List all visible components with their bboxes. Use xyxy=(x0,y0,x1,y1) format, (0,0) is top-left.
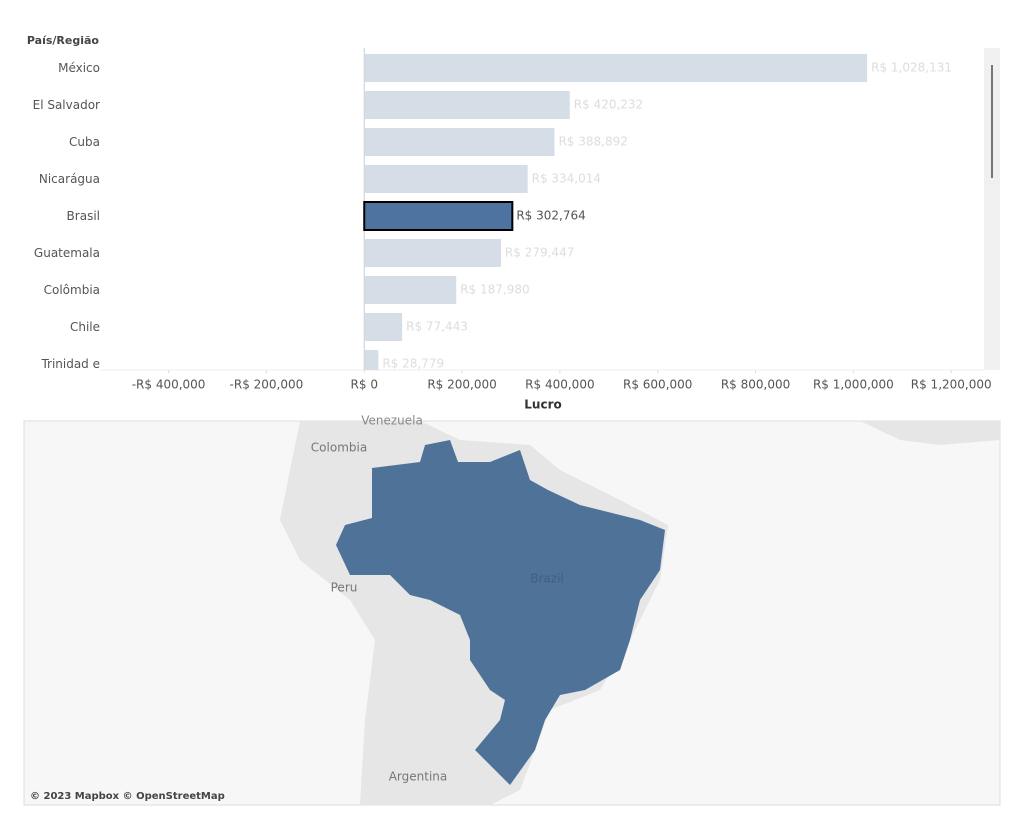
x-tick-label: R$ 600,000 xyxy=(623,378,692,392)
x-tick-label: R$ 200,000 xyxy=(427,378,496,392)
map: Venezuela Colombia Peru Brazil Argentina… xyxy=(23,414,1001,806)
bar xyxy=(364,313,403,341)
value-label: R$ 28,779 xyxy=(382,357,444,371)
bar xyxy=(364,165,528,193)
category-label: Nicarágua xyxy=(38,171,100,186)
x-axis-title: Lucro xyxy=(524,398,561,412)
value-label: R$ 302,764 xyxy=(516,209,585,223)
value-label: R$ 1,028,131 xyxy=(871,61,952,75)
bar xyxy=(363,201,514,231)
land xyxy=(860,421,1000,445)
map-label: Argentina xyxy=(389,770,448,784)
value-label: R$ 279,447 xyxy=(505,246,574,260)
bar xyxy=(364,276,457,304)
category-label: El Salvador xyxy=(32,97,100,112)
x-tick-label: R$ 1,200,000 xyxy=(911,378,992,392)
category-label: Colômbia xyxy=(43,282,100,297)
value-label: R$ 420,232 xyxy=(574,98,643,112)
bar xyxy=(364,91,570,119)
bar xyxy=(364,128,555,156)
x-tick-label: R$ 800,000 xyxy=(721,378,790,392)
brazil[interactable] xyxy=(336,440,665,785)
map-label: Brazil xyxy=(530,572,564,586)
value-label: R$ 77,443 xyxy=(406,320,468,334)
map-label: Venezuela xyxy=(361,414,423,428)
map-label: Colombia xyxy=(311,441,367,455)
x-tick-label: R$ 400,000 xyxy=(525,378,594,392)
category-label: Trinidad e Tobago xyxy=(41,356,100,371)
category-labels: México El Salvador Cuba Nicarágua Brasil Guat… xyxy=(0,48,100,371)
x-tick-label: R$ 1,000,000 xyxy=(813,378,894,392)
value-label: R$ 187,980 xyxy=(460,283,529,297)
category-label: México xyxy=(58,60,100,75)
map-label: Peru xyxy=(331,581,358,595)
category-label: Guatemala xyxy=(33,245,100,260)
x-tick-label: -R$ 200,000 xyxy=(230,378,304,392)
x-tick-label: -R$ 400,000 xyxy=(132,378,206,392)
bar xyxy=(364,54,868,82)
bar xyxy=(364,350,379,370)
scrollbar[interactable] xyxy=(984,48,1000,370)
value-label: R$ 388,892 xyxy=(558,135,627,149)
value-label: R$ 334,014 xyxy=(532,172,601,186)
category-label: Cuba xyxy=(69,134,100,149)
attribution: © 2023 Mapbox © OpenStreetMap xyxy=(30,791,225,802)
category-label: Brasil xyxy=(66,208,100,223)
x-tick-label: R$ 0 xyxy=(351,378,378,392)
bar xyxy=(364,239,501,267)
category-header: País/Região xyxy=(27,34,100,47)
category-label: Chile xyxy=(69,319,100,334)
